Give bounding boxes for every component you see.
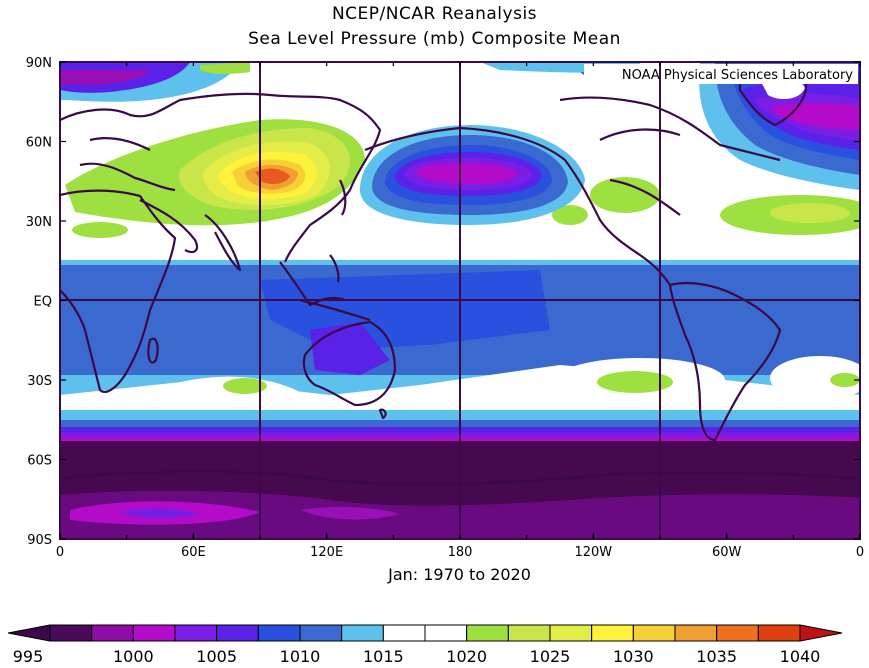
grid-lines [60, 62, 860, 539]
colorbar-swatch [507, 624, 551, 642]
colorbar-label: 1040 [780, 647, 821, 666]
colorbar-swatch [591, 624, 634, 642]
colorbar-swatch [341, 624, 384, 642]
longitude-labels: 0 60E 120E 180 120W 60W 0 [56, 545, 864, 560]
colorbar-swatch [716, 624, 759, 642]
lat-label: 60N [26, 136, 52, 151]
lon-label: 180 [448, 545, 473, 560]
colorbar-swatch [299, 624, 343, 642]
colorbar-label: 995 [13, 647, 44, 666]
colorbar-label: 1030 [613, 647, 654, 666]
credit-box [584, 64, 858, 84]
colorbar-max-arrow [799, 624, 843, 642]
lat-label: 60S [27, 454, 52, 469]
colorbar-swatch [91, 624, 134, 642]
coastlines [60, 69, 860, 486]
lon-label: 60E [181, 545, 206, 560]
credit-label: NOAA Physical Sciences Laboratory [622, 68, 853, 83]
lat-label: EQ [34, 295, 52, 310]
lon-label: 120W [574, 545, 612, 560]
colorbar-label: 1025 [530, 647, 571, 666]
colorbar-label: 1020 [446, 647, 487, 666]
colorbar-swatch [216, 624, 259, 642]
title-line-1: NCEP/NCAR Reanalysis [331, 4, 538, 24]
axis-ticks [59, 61, 861, 540]
time-range-label: Jan: 1970 to 2020 [388, 565, 531, 584]
colorbar-min-arrow [7, 624, 51, 642]
colorbar-label: 1010 [280, 647, 321, 666]
colorbar-swatch [257, 624, 301, 642]
colorbar-swatch [424, 624, 468, 642]
colorbar-swatch [757, 624, 801, 642]
title-line-2: Sea Level Pressure (mb) Composite Mean [248, 29, 621, 49]
colorbar-label: 1035 [696, 647, 737, 666]
colorbar-swatch [466, 624, 509, 642]
colorbar-swatch [382, 624, 426, 642]
colorbar [7, 624, 843, 642]
lon-label: 60W [712, 545, 742, 560]
colorbar-swatch [49, 624, 93, 642]
colorbar-swatch [549, 624, 593, 642]
lat-label: 30S [27, 374, 52, 389]
colorbar-label: 1000 [113, 647, 154, 666]
colorbar-labels: 995 1000 1005 1010 1015 1020 1025 1030 1035 1040 [13, 647, 821, 666]
lat-label: 90N [26, 56, 52, 71]
lat-label: 90S [27, 533, 52, 548]
lon-label: 0 [56, 545, 64, 560]
colorbar-swatch [674, 624, 718, 642]
lon-label: 120E [310, 545, 343, 560]
colorbar-swatch [174, 624, 218, 642]
colorbar-label: 1015 [363, 647, 404, 666]
colorbar-swatch [132, 624, 176, 642]
lat-label: 30N [26, 215, 52, 230]
lon-label: 0 [856, 545, 864, 560]
colorbar-label: 1005 [196, 647, 237, 666]
colorbar-swatch [632, 624, 676, 642]
latitude-labels: 90N 60N 30N EQ 30S 60S 90S [26, 56, 52, 548]
